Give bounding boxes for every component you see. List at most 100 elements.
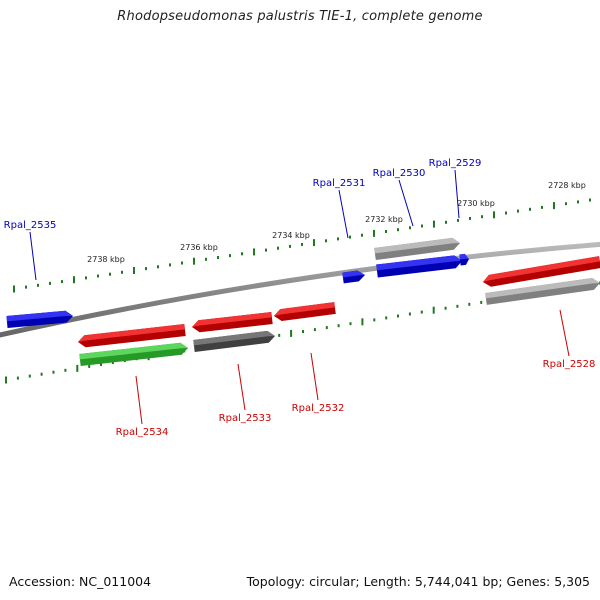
tick-mark (408, 312, 411, 316)
tick-mark (385, 230, 387, 233)
tick-mark (109, 272, 111, 276)
tick-mark (16, 376, 19, 380)
tick-mark (420, 310, 423, 314)
gene-Rpal_2533[interactable] (192, 312, 273, 333)
tick-mark (577, 200, 579, 204)
tick-mark (133, 267, 135, 274)
gene-label[interactable]: Rpal_2529 (429, 158, 482, 169)
tick-mark (385, 316, 388, 320)
tick-mark (25, 285, 27, 289)
tick-mark (337, 237, 339, 241)
leader-line (338, 189, 349, 239)
tick-mark (493, 211, 495, 219)
gene-Rpal_2529[interactable] (459, 253, 469, 266)
gene-label[interactable]: Rpal_2534 (116, 427, 169, 438)
tick-mark (145, 267, 147, 271)
tick-mark (468, 302, 471, 306)
tick-mark (361, 233, 363, 237)
tick-mark (278, 333, 281, 337)
gene-gray-feature-2[interactable] (485, 278, 600, 305)
tick-mark (313, 239, 315, 247)
tick-mark (61, 280, 63, 284)
tick-mark (111, 361, 114, 364)
tick-mark (337, 324, 340, 328)
gene-Rpal_2534[interactable] (78, 324, 186, 348)
gene-Rpal_2528[interactable] (483, 256, 600, 287)
tick-mark (49, 281, 51, 285)
tick-mark (205, 257, 207, 261)
ruler-label: 2738 kbp (87, 255, 125, 264)
gene-Rpal_2530[interactable] (374, 237, 460, 260)
tick-mark (289, 244, 291, 248)
gene-label[interactable]: Rpal_2531 (313, 178, 366, 189)
ruler-label: 2734 kbp (272, 231, 310, 240)
leader-line (310, 352, 319, 401)
tick-mark (325, 326, 328, 330)
tick-mark (456, 304, 459, 308)
tick-mark (373, 229, 375, 237)
tick-mark (421, 224, 423, 228)
tick-mark (157, 265, 159, 269)
gene-labels: 2738 kbp 2736 kbp 2734 kbp 2732 kbp 2730 kbp… (4, 158, 596, 438)
tick-mark (229, 254, 231, 258)
genome-summary: Topology: circular; Length: 5,744,041 bp… (246, 574, 590, 589)
gene-Rpal_2529-main[interactable] (376, 255, 462, 278)
tick-mark (121, 270, 123, 274)
tick-mark (100, 363, 102, 366)
gene-Rpal_2532[interactable] (274, 302, 336, 321)
tick-mark (13, 285, 15, 293)
tick-mark (5, 376, 7, 384)
leader-line (398, 179, 414, 227)
gene-Rpal_2531[interactable] (342, 270, 365, 284)
tick-mark (541, 205, 543, 209)
tick-mark (397, 314, 399, 318)
tick-mark (349, 235, 351, 239)
tick-mark (76, 364, 79, 372)
tick-mark (529, 207, 531, 211)
tick-mark (457, 218, 459, 222)
tick-mark (445, 220, 447, 224)
gene-label[interactable]: Rpal_2530 (373, 168, 426, 179)
gene-features (6, 237, 600, 366)
gene-green-feature[interactable] (79, 342, 188, 366)
tick-mark (88, 364, 91, 368)
tick-mark (73, 276, 75, 284)
tick-mark (193, 257, 195, 265)
leader-line (559, 309, 570, 357)
gene-label[interactable]: Rpal_2532 (292, 403, 345, 414)
tick-mark (480, 300, 483, 304)
tick-mark (589, 198, 591, 202)
tick-mark (28, 374, 31, 378)
tick-mark (444, 306, 447, 310)
gene-label[interactable]: Rpal_2528 (543, 359, 596, 370)
leader-line (29, 231, 37, 281)
tick-mark (432, 306, 435, 314)
tick-mark (181, 261, 183, 265)
gene-label[interactable]: Rpal_2535 (4, 220, 57, 231)
ruler-label: 2730 kbp (457, 199, 495, 208)
tick-mark (481, 215, 483, 219)
tick-mark (52, 370, 55, 374)
tick-mark (40, 372, 43, 376)
gene-gray-feature[interactable] (193, 330, 275, 352)
tick-mark (349, 322, 352, 326)
tick-mark (553, 202, 555, 210)
tick-mark (217, 256, 219, 259)
ruler-label: 2732 kbp (365, 215, 403, 224)
gene-label[interactable]: Rpal_2533 (219, 413, 272, 424)
tick-mark (409, 226, 411, 230)
tick-mark (469, 217, 471, 220)
tick-mark (505, 211, 507, 215)
tick-mark (373, 318, 376, 322)
tick-mark (277, 246, 279, 250)
tick-mark (517, 209, 519, 213)
gene-Rpal_2535[interactable] (6, 310, 74, 328)
tick-mark (265, 248, 267, 252)
ruler-label: 2728 kbp (548, 181, 586, 190)
tick-mark (433, 220, 435, 228)
tick-mark (37, 283, 39, 287)
accession-label: Accession: NC_011004 (9, 574, 152, 589)
tick-mark (313, 328, 316, 332)
leader-line (454, 169, 460, 219)
